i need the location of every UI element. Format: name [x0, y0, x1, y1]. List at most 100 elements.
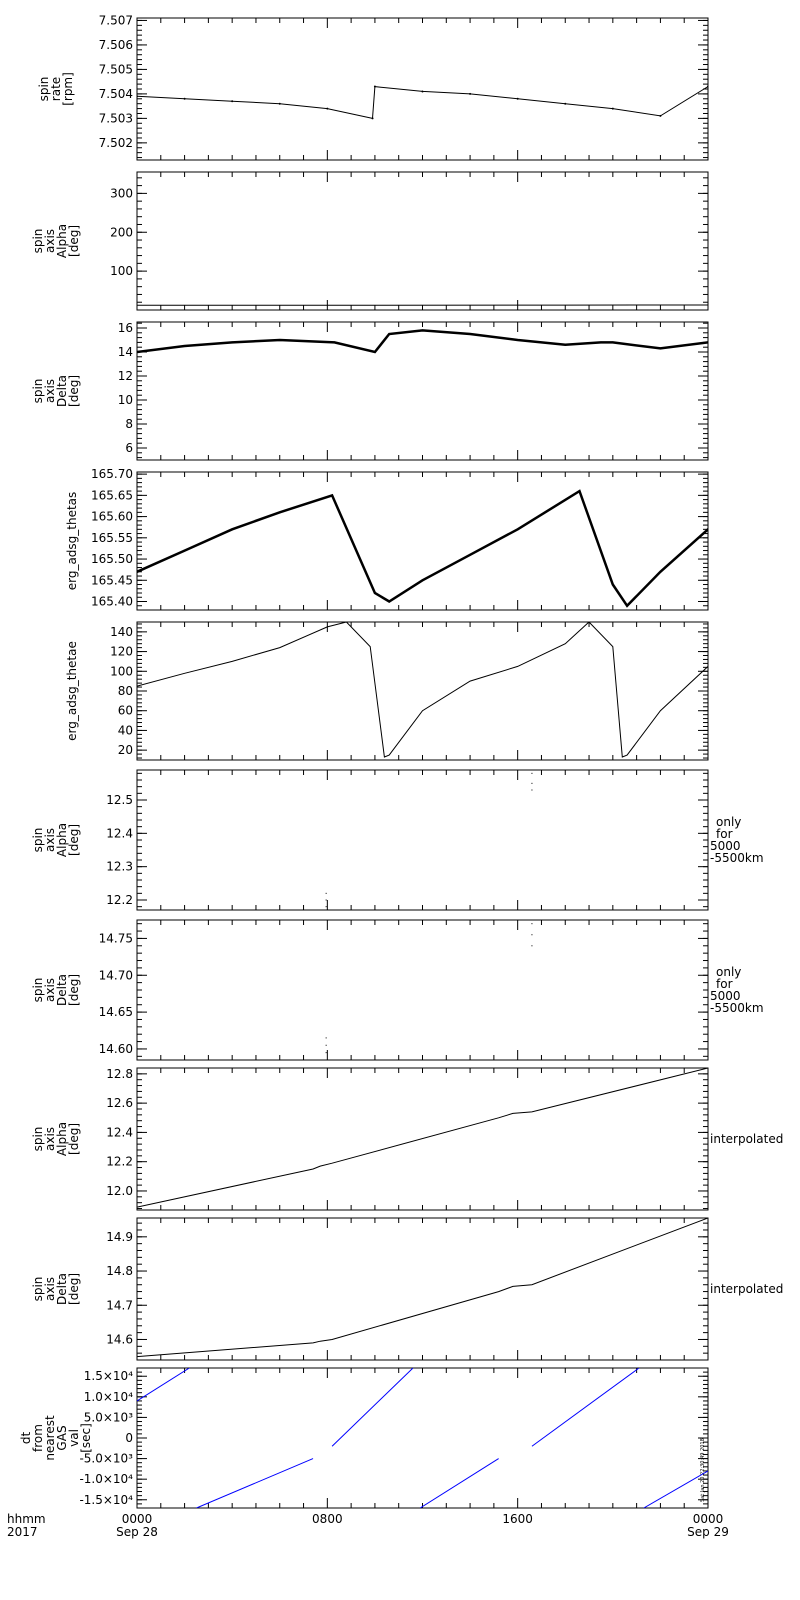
y-tick-label: 14.9 [106, 1230, 133, 1244]
data-point [231, 100, 234, 103]
y-tick-label: 0 [125, 1431, 133, 1445]
data-point [325, 906, 327, 908]
data-point [731, 494, 733, 496]
chart-panel-6: 12.2 12.3 12.4 12.5 spinaxisAlpha[deg] only fo… [31, 769, 764, 911]
data-point [231, 528, 234, 531]
y-tick-label: -1.0×10⁴ [79, 1472, 133, 1486]
series-line [137, 86, 708, 120]
plot-frame [136, 471, 709, 611]
data-point [611, 341, 614, 344]
data-point [659, 114, 662, 117]
data-point [325, 1037, 327, 1039]
chart-panel-7: 14.60 14.65 14.70 14.75 spinaxisDelta[deg] on… [31, 919, 764, 1061]
chart-panel-2: 100 200 300 spinaxisAlpha[deg] [31, 171, 709, 311]
data-point [421, 579, 424, 582]
chart-panel-8: 12.0 12.2 12.4 12.6 12.8 spinaxisAlpha[deg] in… [31, 1067, 783, 1211]
x-row-label: hhmm [7, 1512, 46, 1526]
y-tick-label: -5.0×10³ [79, 1452, 133, 1466]
chart-panel-5: 20 40 60 80 100 120 140 erg_adsg_thetae [65, 621, 709, 761]
data-point [325, 892, 327, 894]
data-point [469, 553, 472, 556]
data-point [578, 490, 581, 493]
data-point [469, 92, 472, 95]
x-tick-label: 1600 [502, 1512, 533, 1526]
x-tick-date: Sep 28 [116, 1525, 158, 1539]
data-point [183, 97, 186, 100]
y-tick-label: 165.50 [91, 552, 133, 566]
panel-annotation: interpolated [710, 1282, 783, 1296]
data-layer [137, 329, 733, 354]
y-tick-label: 1.0×10⁴ [84, 1390, 133, 1404]
data-point [183, 549, 186, 552]
data-layer [137, 85, 728, 120]
data-point [611, 583, 614, 586]
y-axis-label: dtfromnearestGASval[sec] [19, 1415, 93, 1461]
plot-frame [136, 171, 709, 311]
y-tick-label: 14.70 [99, 968, 133, 982]
y-tick-label: 165.40 [91, 595, 133, 609]
chart-panel-10: -1.5×10⁴ -1.0×10⁴ -5.0×10³ 0 5.0×10³ 1.0×10⁴ 1… [19, 1367, 709, 1509]
data-point [564, 343, 567, 346]
data-point [707, 341, 708, 344]
series-line [331, 1368, 414, 1447]
y-tick-label: 300 [110, 186, 133, 200]
data-point [371, 117, 374, 120]
y-tick-label: 14.6 [106, 1332, 133, 1346]
data-point [388, 600, 391, 603]
data-point [531, 772, 533, 774]
y-tick-label: 12.3 [106, 860, 133, 874]
data-point [599, 341, 602, 344]
y-tick-label: 5.0×10³ [84, 1410, 133, 1424]
chart-panel-1: 7.502 7.503 7.504 7.505 7.506 7.507 spinrate[r… [37, 13, 728, 161]
data-point [531, 923, 533, 925]
data-point [325, 1044, 327, 1046]
data-point [333, 341, 336, 344]
y-tick-label: 14.65 [99, 1005, 133, 1019]
data-point [707, 528, 708, 531]
y-tick-label: 20 [118, 743, 133, 757]
series-line [196, 1458, 314, 1508]
data-point [726, 103, 728, 105]
y-tick-label: 100 [110, 264, 133, 278]
plot-frame [136, 769, 709, 911]
y-tick-label: 1.5×10⁴ [84, 1369, 133, 1383]
plot-frame [136, 1367, 709, 1509]
x-tick-label: 0000 [122, 1512, 153, 1526]
data-layer [325, 772, 533, 908]
y-tick-label: 7.502 [99, 136, 133, 150]
data-point [183, 345, 186, 347]
y-axis-label: erg_adsg_thetas [65, 492, 79, 591]
series-line [137, 622, 708, 758]
data-point [388, 333, 391, 335]
series-line [137, 1068, 708, 1208]
y-axis-label: spinaxisAlpha[deg] [31, 823, 81, 857]
data-point [731, 335, 733, 337]
y-tick-label: -1.5×10⁴ [79, 1493, 133, 1507]
plot-frame [136, 1217, 709, 1361]
y-tick-label: 12 [118, 369, 133, 383]
series-line [137, 1218, 708, 1358]
x-tick-label: 0800 [312, 1512, 343, 1526]
plot-frame [136, 17, 709, 161]
data-layer [325, 923, 533, 1054]
y-tick-label: 165.70 [91, 467, 133, 481]
panel-annotation: interpolated [710, 1132, 783, 1146]
data-point [531, 782, 533, 784]
series-line [419, 1458, 499, 1508]
chart-panel-3: 6 8 10 12 14 16 spinaxisDelta[deg] [31, 321, 733, 461]
data-point [626, 604, 629, 607]
data-point [421, 329, 424, 332]
y-tick-label: 12.6 [106, 1096, 133, 1110]
timestamp-stamp: Sat Jan 20 22:30:49 2018 [700, 1438, 706, 1502]
data-point [231, 341, 234, 344]
y-tick-label: 165.65 [91, 488, 133, 502]
data-point [421, 90, 424, 93]
y-tick-label: 12.2 [106, 1155, 133, 1169]
data-point [373, 351, 376, 353]
data-point [516, 97, 519, 100]
data-point [516, 339, 519, 341]
data-point [531, 789, 533, 791]
y-axis-label: spinaxisDelta[deg] [31, 1273, 81, 1305]
y-axis-label: erg_adsg_thetae [65, 641, 79, 741]
